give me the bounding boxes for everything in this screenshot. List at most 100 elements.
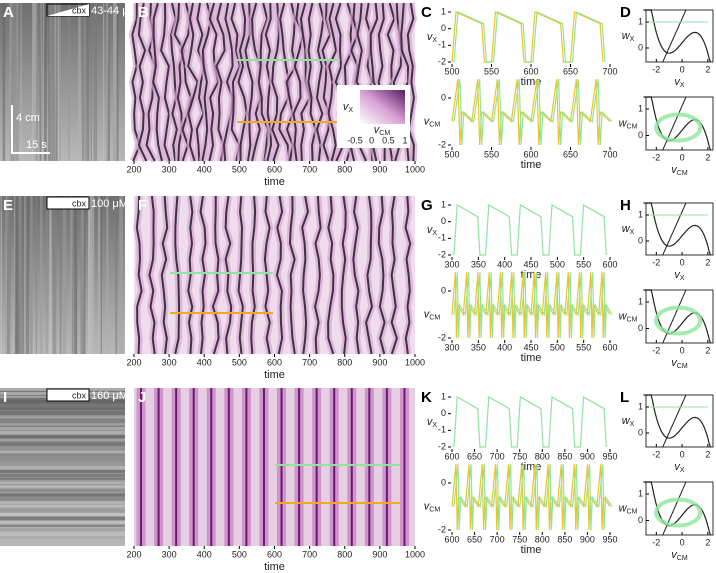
- image-band: [52, 196, 57, 354]
- x-tick-label: 900: [580, 534, 595, 544]
- wave-front: [135, 195, 143, 355]
- image-band: [46, 196, 48, 354]
- y-axis-title-symbol: v: [424, 500, 431, 512]
- image-band: [39, 196, 43, 354]
- image-band: [86, 3, 90, 161]
- wave-front: [314, 195, 322, 355]
- wave-front: [377, 195, 386, 355]
- y-axis-title-subscript: CM: [429, 506, 440, 513]
- colorbar: [360, 90, 405, 124]
- image-band: [115, 196, 118, 354]
- concentration: 43-44 μM: [91, 5, 138, 17]
- drug-box: [46, 196, 90, 210]
- x-tick-label: 350: [471, 259, 486, 269]
- trace: [453, 396, 607, 448]
- colorbar-xlabel-subscript: CM: [379, 130, 390, 137]
- x-tick-label: 700: [302, 549, 317, 559]
- y-tick-label: 1: [441, 6, 446, 16]
- y-tick-label: 1: [441, 391, 446, 401]
- x-axis-title-subscript: X: [680, 82, 685, 89]
- y-axis-title-subscript: X: [432, 230, 437, 237]
- image-band: [100, 196, 102, 354]
- image-band: [0, 466, 125, 470]
- y-axis-title-symbol: v: [427, 31, 434, 43]
- image-band: [90, 3, 93, 161]
- y-axis-title-subscript: X: [432, 37, 437, 44]
- y-tick-label: -2: [438, 332, 446, 342]
- image-band: [59, 3, 61, 161]
- x-tick-label: 300: [162, 357, 177, 367]
- image-band: [0, 462, 125, 466]
- x-tick-label: 600: [267, 357, 282, 367]
- image-band: [39, 3, 42, 161]
- x-tick-label: 400: [497, 259, 512, 269]
- wave-front: [285, 2, 297, 162]
- drug-label: cbx: [72, 198, 87, 208]
- x-axis-title-symbol: v: [674, 461, 681, 473]
- panel-letter: F: [138, 197, 147, 214]
- x-tick-label: 700: [602, 66, 617, 76]
- y-axis-title-symbol: w: [619, 310, 628, 322]
- x-tick-label: 550: [576, 259, 591, 269]
- image-band: [0, 423, 125, 426]
- x-axis-title: vCM: [671, 549, 688, 562]
- x-tick-label: 550: [576, 342, 591, 352]
- wave-front: [237, 2, 248, 162]
- x-tick-label: 2: [705, 449, 710, 459]
- panel-letter: H: [620, 197, 631, 214]
- x-tick-label: 500: [232, 357, 247, 367]
- trace: [453, 204, 607, 256]
- axes-box: [645, 202, 714, 256]
- drug-wedge: [47, 4, 89, 16]
- image-band: [59, 196, 62, 354]
- y-axis-title: vCM: [424, 115, 441, 128]
- x-tick-label: 400: [197, 357, 212, 367]
- image-band: [93, 3, 98, 161]
- image-band: [70, 196, 74, 354]
- y-tick-label: 0: [441, 285, 446, 295]
- image-band: [0, 536, 125, 539]
- x-tick-label: 350: [471, 342, 486, 352]
- wave-front: [230, 2, 241, 162]
- trace: [451, 272, 611, 339]
- y-axis-title-subscript: CM: [627, 316, 638, 323]
- image-band: [72, 196, 74, 354]
- wave-front: [199, 195, 207, 355]
- image-band: [10, 3, 15, 161]
- image-band: [21, 196, 25, 354]
- y-tick-label: -2: [438, 249, 446, 259]
- trace: [451, 464, 611, 531]
- y-tick-label: -1: [438, 233, 446, 243]
- image-band: [0, 505, 125, 508]
- x-tick-label: 450: [523, 342, 538, 352]
- panel-letter: E: [3, 197, 13, 214]
- scale-horizontal: 15 s: [26, 139, 47, 151]
- orbit: [654, 112, 703, 143]
- image-band: [0, 528, 125, 531]
- image-band: [0, 419, 125, 423]
- image-band: [97, 196, 101, 354]
- image-band: [0, 532, 125, 536]
- image-band: [7, 196, 11, 354]
- y-axis-title-symbol: w: [622, 415, 631, 427]
- axes-box: [645, 289, 714, 344]
- image-band: [0, 520, 125, 525]
- nullcline: [662, 289, 687, 344]
- x-tick-label: 0: [680, 152, 685, 162]
- axes-box: [645, 481, 714, 536]
- image-band: [0, 540, 125, 544]
- x-tick-label: -2: [652, 64, 660, 74]
- x-tick-label: 900: [372, 549, 387, 559]
- y-axis-title-symbol: w: [619, 502, 628, 514]
- image-band: [51, 3, 54, 161]
- x-tick-label: 600: [444, 534, 459, 544]
- x-tick-label: 1000: [405, 549, 425, 559]
- y-axis-title: wX: [622, 223, 635, 236]
- y-axis-title: vX: [427, 416, 438, 429]
- wave-front: [160, 2, 171, 162]
- y-tick-label: 1: [638, 488, 643, 498]
- colorbar-tick-label: 1: [402, 135, 407, 145]
- y-tick-label: 1: [441, 199, 446, 209]
- x-tick-label: 600: [602, 342, 617, 352]
